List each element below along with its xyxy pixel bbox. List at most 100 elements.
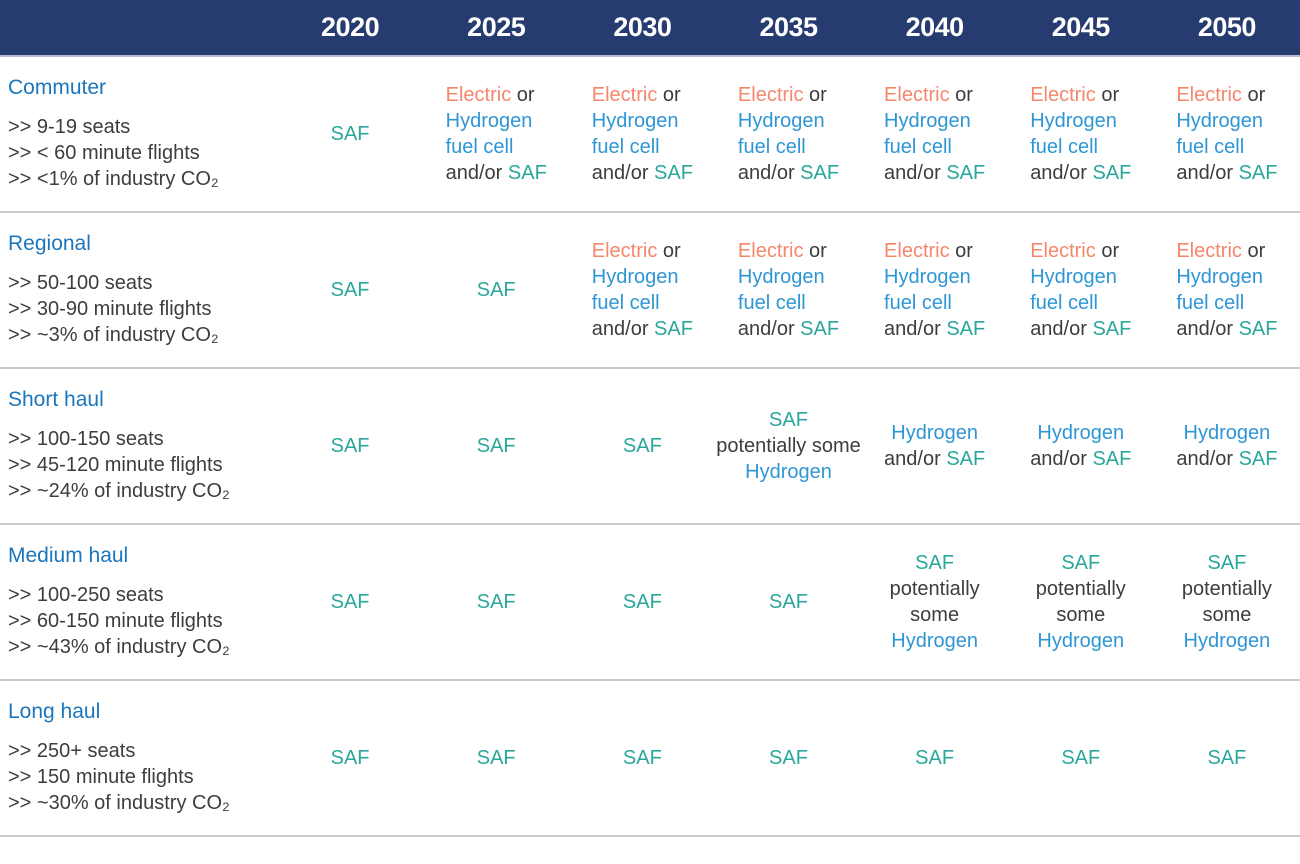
cell-medium-haul-2035: SAF xyxy=(715,589,861,615)
connector-text: and/or xyxy=(884,162,947,184)
segment-row-commuter: Commuter >> 9-19 seats >> < 60 minute flig… xyxy=(0,57,1300,213)
fuel-pathway-text: SAF xyxy=(915,745,954,771)
fuel-pathway-text: Electric or Hydrogen fuel cell and/or SAF xyxy=(1176,82,1277,186)
cell-long-haul-2030: SAF xyxy=(569,745,715,771)
electric-term: Electric xyxy=(1030,84,1096,106)
segment-title: Long haul xyxy=(8,700,101,723)
segment-bullet: >> ~3% of industry CO₂ xyxy=(8,324,219,346)
fuel-pathway-text: SAF potentially some Hydrogen xyxy=(890,550,980,654)
fuel-pathway-text: Hydrogen and/or SAF xyxy=(1030,420,1131,472)
fuel-pathway-text: SAF xyxy=(331,277,370,303)
segment-bullet: >> 100-250 seats xyxy=(8,584,164,606)
fuel-pathway-text: SAF xyxy=(1061,745,1100,771)
hydrogen-term: Hydrogen xyxy=(1176,110,1264,132)
year-header-col-4: 2035 xyxy=(759,12,818,42)
cell-regional-2025: SAF xyxy=(423,277,569,303)
electric-term: Electric xyxy=(591,240,658,262)
segment-bullet: >> ~43% of industry CO₂ xyxy=(8,636,230,658)
fuel-pathway-text: Hydrogen and/or SAF xyxy=(1176,420,1277,472)
cell-long-haul-2050: SAF xyxy=(1154,745,1300,771)
saf-term: SAF xyxy=(1061,552,1101,574)
cell-regional-2020: SAF xyxy=(277,277,423,303)
cell-short-haul-2040: Hydrogen and/or SAF xyxy=(862,420,1008,472)
saf-term: SAF xyxy=(622,435,662,457)
hydrogen-term: Hydrogen xyxy=(737,266,825,288)
hydrogen-term: Hydrogen xyxy=(1030,266,1117,288)
cell-medium-haul-2025: SAF xyxy=(423,589,569,615)
hydrogen-term: Hydrogen xyxy=(891,630,978,652)
fuel-pathway-text: SAF xyxy=(1207,745,1246,771)
hydrogen-term: Hydrogen xyxy=(591,266,679,288)
saf-term: SAF xyxy=(654,318,693,340)
segment-bullet: >> 45-120 minute flights xyxy=(8,454,223,476)
saf-term: SAF xyxy=(1061,747,1101,769)
hydrogen-term: Hydrogen xyxy=(891,422,978,444)
electric-term: Electric xyxy=(1176,84,1242,106)
fuel-pathway-text: SAF potentially some Hydrogen xyxy=(1182,550,1272,654)
segment-row-regional: Regional >> 50-100 seats >> 30-90 minute f… xyxy=(0,213,1300,369)
fuel-pathway-text: Electric or Hydrogen fuel cell and/or SAF xyxy=(1176,238,1277,342)
fuel-pathway-text: Hydrogen and/or SAF xyxy=(884,420,985,472)
saf-term: SAF xyxy=(476,435,516,457)
fuel-pathway-text: SAF xyxy=(769,589,808,615)
hydrogen-term: fuel cell xyxy=(1176,292,1245,314)
segment-label-medium-haul: Medium haul >> 100-250 seats >> 60-150 min… xyxy=(0,544,277,660)
hydrogen-term: fuel cell xyxy=(591,292,660,314)
connector-text: potentially xyxy=(1035,578,1126,600)
hydrogen-term: Hydrogen xyxy=(1037,630,1125,652)
fuel-pathway-text: SAF xyxy=(623,589,662,615)
saf-term: SAF xyxy=(946,448,986,470)
connector-text: and/or xyxy=(1176,318,1239,340)
connector-text: or xyxy=(949,240,973,262)
cell-commuter-2025: Electric or Hydrogen fuel cell and/or SAF xyxy=(423,82,569,186)
connector-text: and/or xyxy=(884,318,947,340)
year-header-col-2: 2025 xyxy=(467,12,526,42)
segment-title: Short haul xyxy=(8,388,104,411)
hydrogen-term: Hydrogen xyxy=(591,110,679,132)
fuel-pathway-text: SAF xyxy=(331,121,370,147)
cell-medium-haul-2045: SAF potentially some Hydrogen xyxy=(1008,550,1154,654)
saf-term: SAF xyxy=(800,318,840,340)
connector-text: or xyxy=(657,240,681,262)
connector-text: or xyxy=(803,84,827,106)
saf-term: SAF xyxy=(769,747,808,769)
fuel-pathway-text: SAF xyxy=(769,745,808,771)
connector-text: and/or xyxy=(445,162,508,184)
cell-commuter-2040: Electric or Hydrogen fuel cell and/or SAF xyxy=(862,82,1008,186)
connector-text: some xyxy=(910,604,960,626)
fuel-pathway-text: SAF xyxy=(477,589,516,615)
electric-term: Electric xyxy=(1030,240,1096,262)
saf-term: SAF xyxy=(622,747,662,769)
header-label-spacer xyxy=(0,0,277,55)
hydrogen-term: fuel cell xyxy=(1176,136,1245,158)
cell-regional-2040: Electric or Hydrogen fuel cell and/or SAF xyxy=(862,238,1008,342)
year-header-col-1: 2020 xyxy=(321,12,380,42)
hydrogen-term: fuel cell xyxy=(591,136,660,158)
cell-long-haul-2045: SAF xyxy=(1008,745,1154,771)
segment-rows-container: Commuter >> 9-19 seats >> < 60 minute flig… xyxy=(0,57,1300,837)
cell-medium-haul-2040: SAF potentially some Hydrogen xyxy=(862,550,1008,654)
saf-term: SAF xyxy=(654,162,693,184)
electric-term: Electric xyxy=(1176,240,1242,262)
connector-text: potentially xyxy=(1181,578,1272,600)
cell-long-haul-2020: SAF xyxy=(277,745,423,771)
cell-long-haul-2040: SAF xyxy=(862,745,1008,771)
fuel-pathway-text: SAF xyxy=(623,433,662,459)
saf-term: SAF xyxy=(946,162,986,184)
fuel-pathway-text: SAF potentially some Hydrogen xyxy=(1036,550,1126,654)
electric-term: Electric xyxy=(445,84,512,106)
saf-term: SAF xyxy=(769,591,808,613)
hydrogen-term: fuel cell xyxy=(445,136,514,158)
cell-medium-haul-2020: SAF xyxy=(277,589,423,615)
saf-term: SAF xyxy=(946,318,986,340)
segment-bullet: >> 30-90 minute flights xyxy=(8,298,212,320)
saf-term: SAF xyxy=(1092,448,1132,470)
segment-label-regional: Regional >> 50-100 seats >> 30-90 minute f… xyxy=(0,232,277,348)
fuel-pathway-text: SAF xyxy=(477,433,516,459)
connector-text: or xyxy=(657,84,681,106)
hydrogen-term: fuel cell xyxy=(737,136,806,158)
fuel-pathway-text: SAF xyxy=(331,745,370,771)
segment-bullet: >> <1% of industry CO₂ xyxy=(8,168,219,190)
connector-text: and/or xyxy=(737,318,801,340)
saf-term: SAF xyxy=(1092,318,1132,340)
